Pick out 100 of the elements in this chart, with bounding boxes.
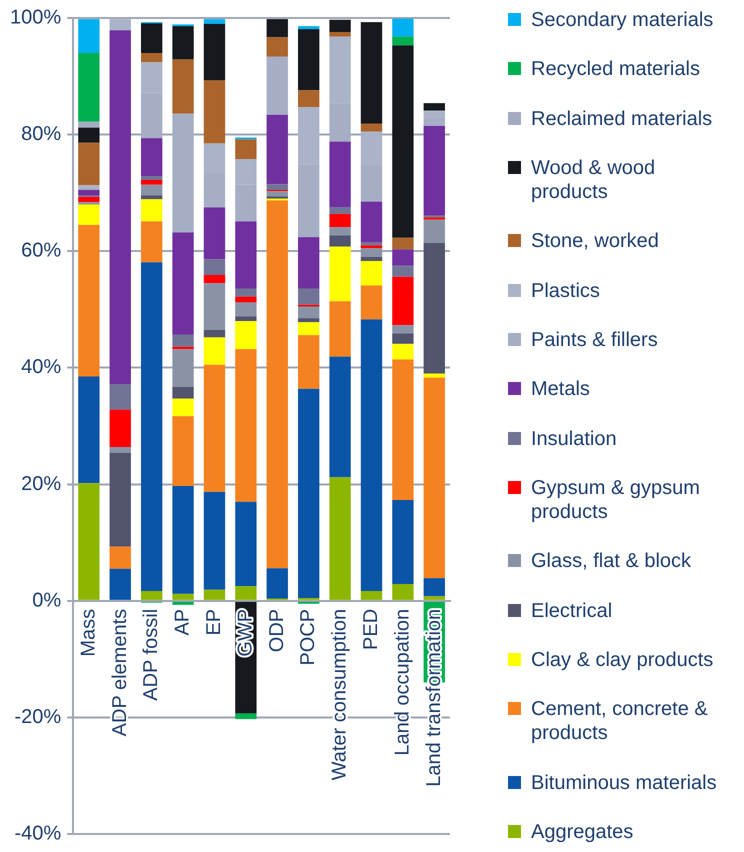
legend-label: Reclaimed materials bbox=[531, 106, 712, 131]
bar bbox=[392, 344, 414, 360]
y-tick-label: -40% bbox=[14, 822, 62, 845]
bar bbox=[298, 29, 320, 90]
legend-label: Glass, flat & block bbox=[531, 549, 692, 574]
bar bbox=[110, 410, 131, 447]
x-tick-label: Land occupation bbox=[391, 608, 414, 756]
bar bbox=[172, 486, 194, 594]
bar bbox=[110, 452, 131, 547]
legend-label: Insulation bbox=[531, 426, 617, 451]
bar bbox=[204, 590, 226, 600]
legend-label: Cement, concrete & products bbox=[531, 697, 709, 746]
bar bbox=[298, 288, 320, 305]
bar bbox=[392, 266, 414, 277]
bar bbox=[140, 176, 162, 180]
bar bbox=[329, 477, 351, 600]
bar bbox=[78, 204, 100, 225]
bar bbox=[78, 483, 100, 600]
bar bbox=[78, 142, 100, 186]
bar bbox=[360, 123, 382, 132]
legend-label: Electrical bbox=[531, 598, 612, 623]
bar bbox=[392, 360, 414, 500]
bar bbox=[110, 30, 131, 384]
bar bbox=[204, 24, 226, 80]
legend-label: Gypsum & gypsum products bbox=[531, 476, 701, 524]
bar bbox=[392, 584, 414, 600]
bar bbox=[392, 276, 414, 326]
x-tick-label: AP bbox=[172, 608, 194, 636]
y-tick-label: 80% bbox=[21, 123, 62, 146]
bar bbox=[78, 202, 100, 205]
bar bbox=[172, 602, 194, 605]
bar bbox=[110, 19, 131, 30]
bar bbox=[266, 56, 288, 115]
x-tick-label: Mass bbox=[77, 608, 100, 657]
bar bbox=[329, 20, 351, 32]
bar bbox=[110, 546, 131, 569]
bar bbox=[360, 248, 382, 257]
bar bbox=[266, 184, 288, 190]
y-tick-label: 40% bbox=[21, 356, 62, 378]
legend-label: Aggregates bbox=[531, 820, 634, 844]
bar bbox=[172, 26, 194, 60]
bar bbox=[140, 590, 162, 600]
bar bbox=[204, 207, 226, 260]
bar bbox=[235, 349, 257, 502]
bar bbox=[266, 200, 288, 568]
bar bbox=[266, 568, 288, 599]
bar bbox=[360, 256, 382, 262]
bar bbox=[172, 346, 194, 350]
legend-label: Bituminous materials bbox=[531, 770, 717, 795]
y-tick-label: 60% bbox=[21, 240, 62, 262]
bar bbox=[424, 378, 445, 578]
bar bbox=[172, 59, 194, 114]
bar bbox=[172, 416, 194, 486]
bar bbox=[204, 492, 226, 590]
y-tick-label: 20% bbox=[21, 472, 62, 495]
bar bbox=[424, 596, 445, 600]
bar bbox=[298, 237, 320, 288]
bar bbox=[298, 26, 320, 30]
bar bbox=[78, 196, 100, 202]
bar bbox=[329, 227, 351, 236]
legend-label: Recycled materials bbox=[531, 57, 700, 82]
legend-label: Plastics bbox=[531, 278, 600, 303]
bar bbox=[172, 349, 194, 387]
bar bbox=[140, 138, 162, 176]
bar bbox=[235, 296, 257, 302]
bar bbox=[360, 590, 382, 600]
bar bbox=[235, 139, 257, 160]
bar bbox=[298, 388, 320, 598]
bar bbox=[298, 335, 320, 389]
bar bbox=[424, 578, 445, 596]
bar bbox=[360, 22, 382, 124]
bar bbox=[424, 103, 445, 111]
x-tick-label: PED bbox=[360, 608, 382, 650]
bar bbox=[204, 330, 226, 338]
bar bbox=[392, 249, 414, 266]
bar bbox=[360, 261, 382, 286]
bar bbox=[266, 19, 288, 38]
bar bbox=[235, 502, 257, 586]
bar bbox=[172, 594, 194, 600]
bar bbox=[204, 337, 226, 365]
bar bbox=[235, 321, 257, 350]
bar bbox=[140, 262, 162, 591]
bar bbox=[329, 142, 351, 208]
bar bbox=[140, 221, 162, 262]
legend-label: Secondary materials bbox=[531, 8, 714, 32]
bar bbox=[392, 238, 414, 250]
x-tick-label: ADP fossil bbox=[140, 608, 162, 701]
bar bbox=[392, 45, 414, 238]
bar bbox=[78, 224, 100, 376]
x-tick-label: ADP elements bbox=[108, 608, 131, 736]
bar bbox=[329, 32, 351, 37]
bar bbox=[329, 356, 351, 478]
bar bbox=[78, 376, 100, 484]
legend-label: Stone, worked bbox=[531, 229, 659, 254]
y-tick-label: 100% bbox=[10, 6, 62, 29]
bar bbox=[298, 306, 320, 318]
bar bbox=[78, 19, 100, 53]
bar bbox=[329, 246, 351, 302]
bar bbox=[140, 184, 162, 196]
bar bbox=[298, 318, 320, 322]
